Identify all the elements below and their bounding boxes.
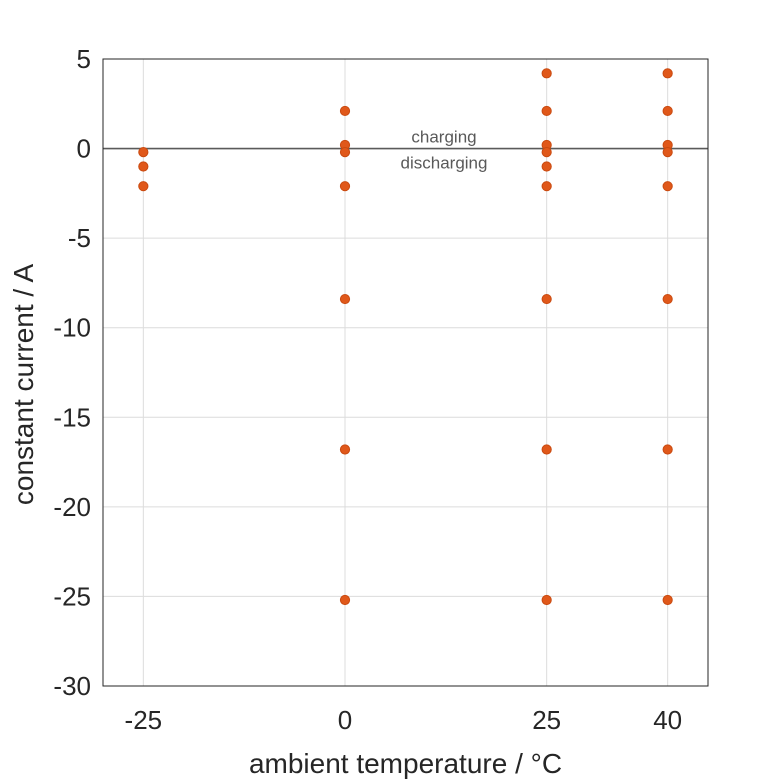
- y-tick-label: -30: [53, 671, 91, 701]
- data-point: [541, 68, 552, 79]
- data-point: [662, 293, 673, 305]
- x-tick-label: 25: [532, 705, 561, 735]
- plot-frame: [102, 58, 709, 687]
- y-tick-label: -5: [68, 223, 91, 253]
- x-tick-label: 0: [338, 705, 352, 735]
- data-point: [339, 444, 351, 455]
- y-axis-title: constant current / A: [8, 264, 39, 506]
- x-tick-labels: -25 0 25 40: [125, 705, 683, 735]
- data-point: [541, 594, 552, 606]
- data-point: [541, 181, 552, 192]
- charging-annotation: charging: [411, 128, 476, 147]
- data-point: [541, 444, 552, 455]
- y-tick-label: -20: [53, 492, 91, 522]
- y-tick-label: -10: [53, 313, 91, 343]
- data-point: [138, 181, 149, 192]
- data-points: [138, 68, 673, 606]
- data-point: [541, 147, 552, 158]
- data-point: [339, 293, 351, 305]
- y-tick-label: -15: [53, 402, 91, 432]
- data-point: [138, 147, 149, 158]
- discharging-annotation: discharging: [401, 154, 488, 173]
- y-tick-labels: 5 0 -5 -10 -15 -20 -25 -30: [53, 44, 91, 701]
- data-point: [339, 181, 351, 192]
- y-tick-label: 5: [77, 44, 91, 74]
- data-point: [662, 444, 673, 455]
- data-point: [662, 68, 673, 79]
- data-point: [541, 161, 552, 172]
- data-point: [662, 105, 673, 117]
- data-point: [662, 594, 673, 606]
- data-point: [138, 161, 149, 172]
- x-tick-label: 40: [653, 705, 682, 735]
- x-tick-label: -25: [125, 705, 163, 735]
- data-point: [662, 147, 673, 158]
- data-point: [541, 293, 552, 305]
- data-point: [339, 594, 351, 606]
- data-point: [662, 181, 673, 192]
- y-tick-label: 0: [77, 134, 91, 164]
- data-point: [339, 105, 351, 117]
- x-axis-title: ambient temperature / °C: [249, 748, 562, 779]
- data-point: [339, 147, 351, 158]
- data-point: [541, 105, 552, 117]
- y-tick-label: -25: [53, 581, 91, 611]
